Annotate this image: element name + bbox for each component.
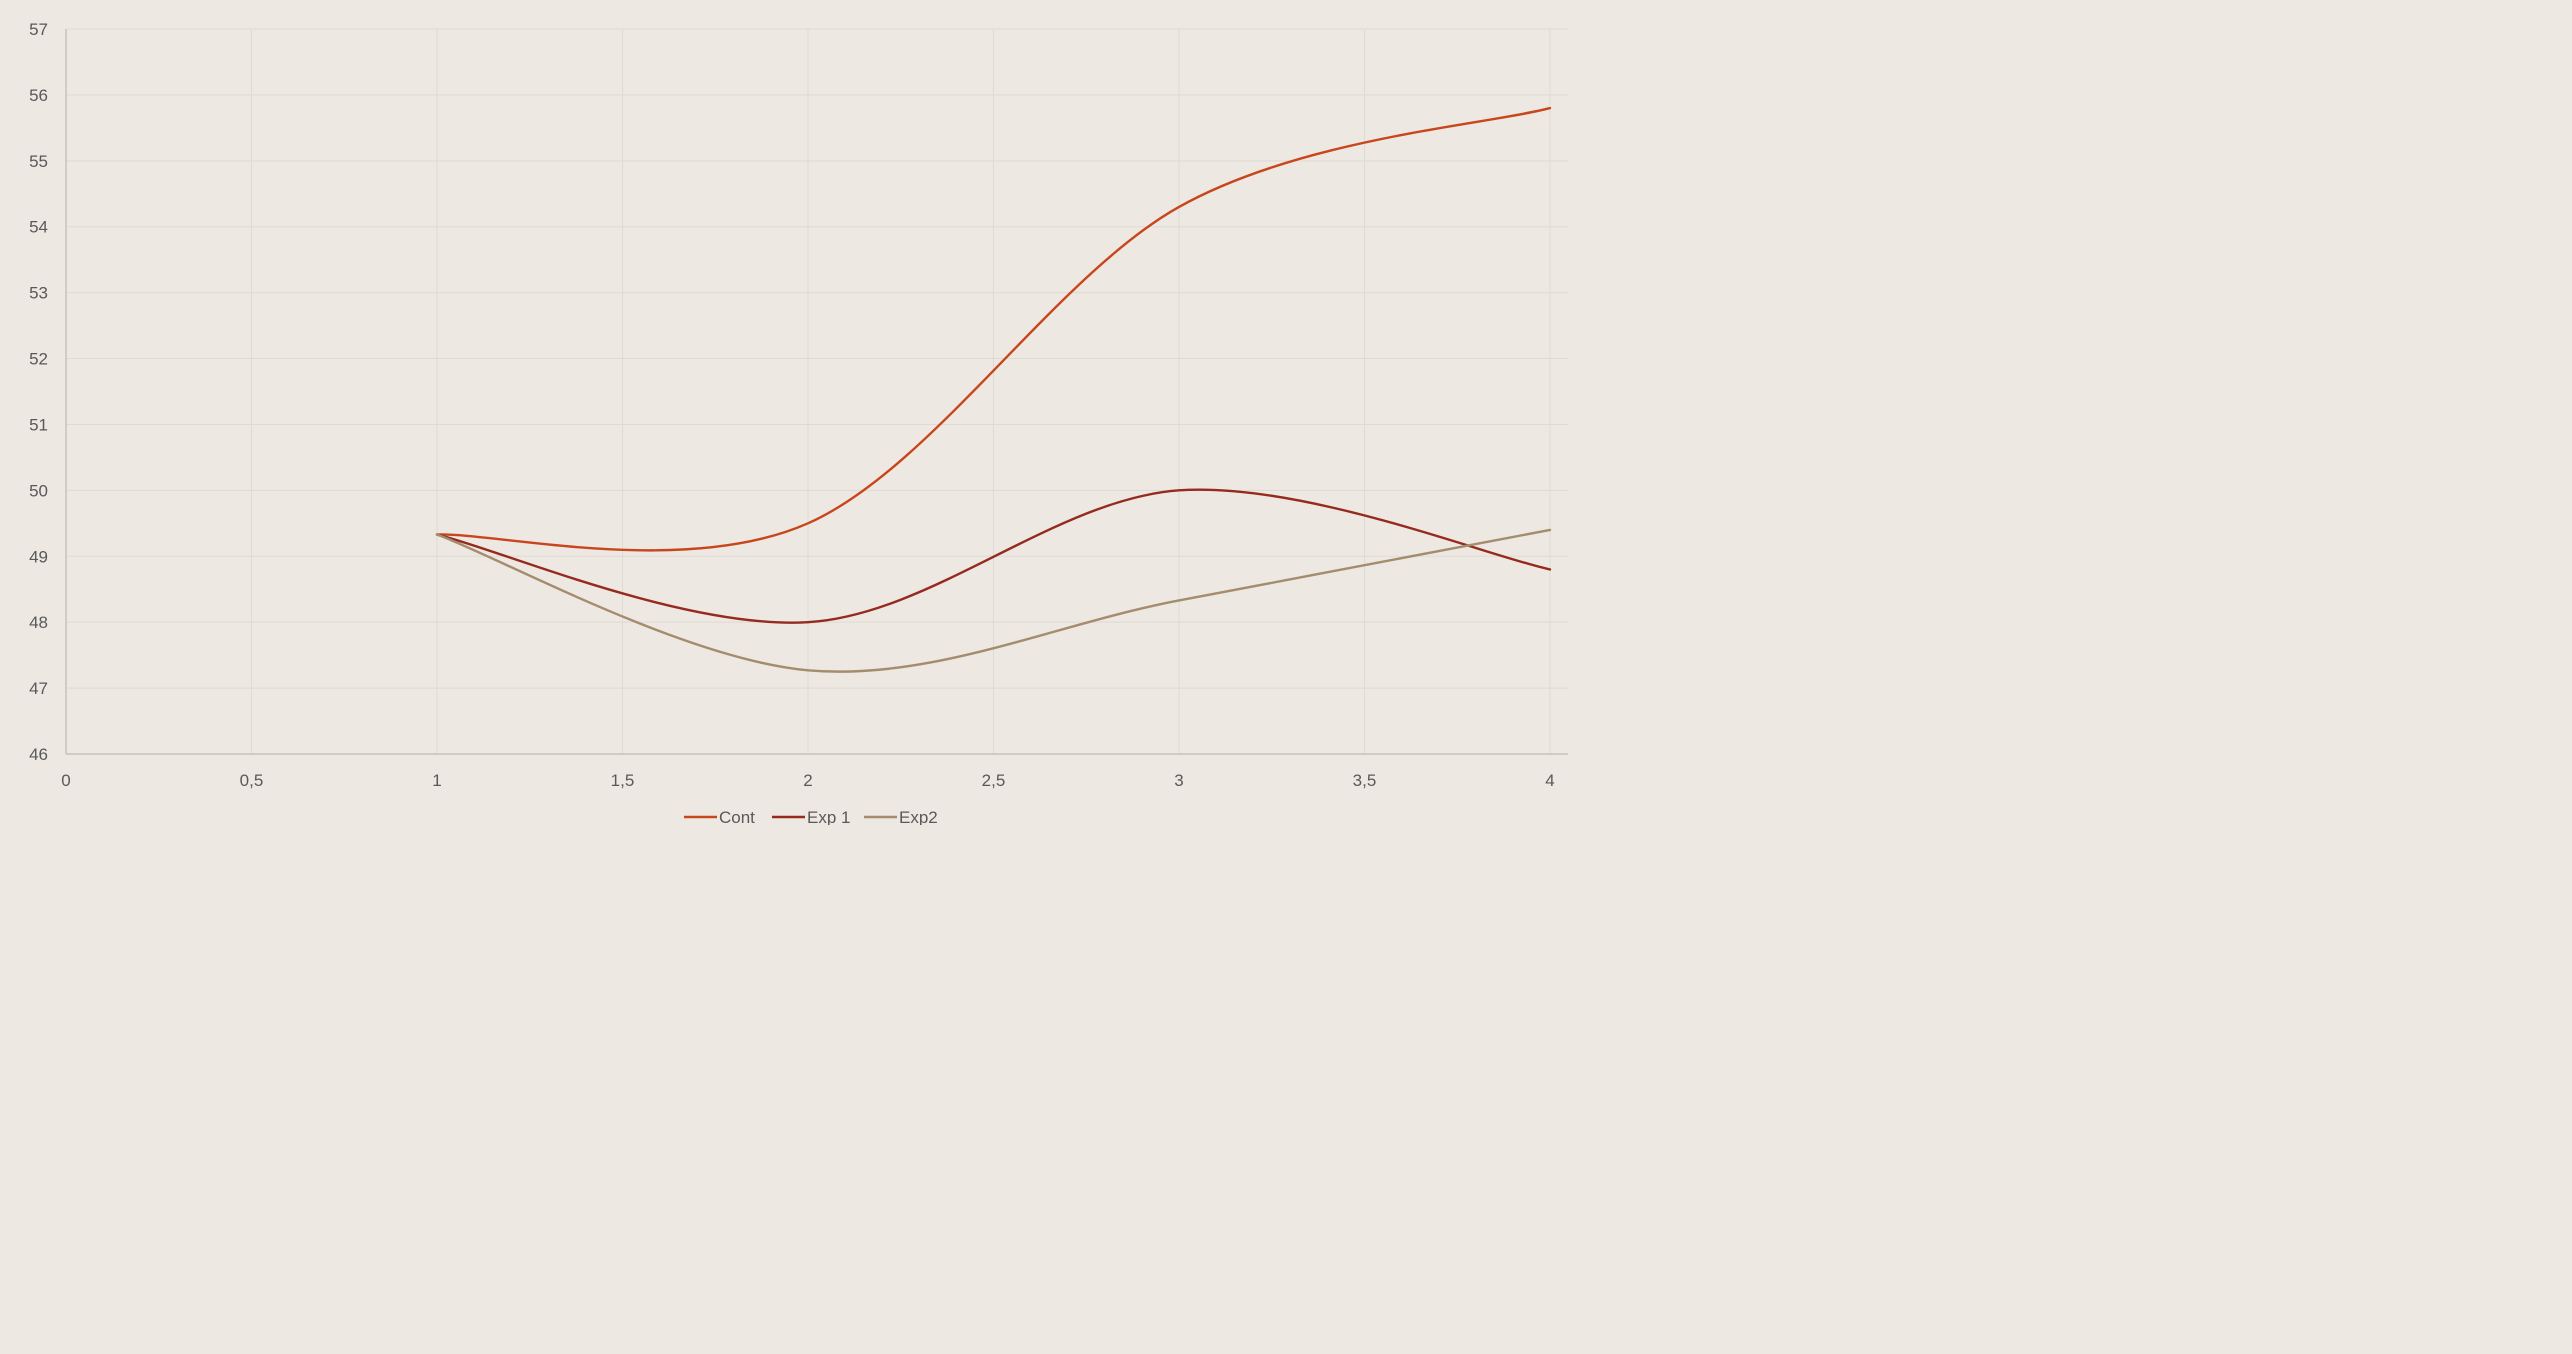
series-lines (435, 106, 1552, 673)
y-tick-label: 46 (29, 745, 48, 764)
y-tick-label: 57 (29, 20, 48, 39)
x-tick-label: 2 (803, 771, 812, 790)
line-chart: 46 47 48 49 50 51 52 53 54 55 56 57 0 0,5 1 1,5 2 2,5 3 3,5… (29, 20, 1747, 827)
legend-label-exp2: Exp2 (899, 808, 938, 825)
grid-layer (66, 28, 1736, 754)
x-tick-label: 3 (1174, 771, 1183, 790)
series-line-exp2 (435, 528, 1552, 673)
legend-label-exp-1: Exp 1 (807, 808, 850, 825)
x-tick-label: 3,5 (1353, 771, 1377, 790)
y-tick-label: 55 (29, 152, 48, 171)
x-tick-label: 0 (61, 771, 70, 790)
x-tick-label: 0,5 (240, 771, 264, 790)
legend-label-cont: Cont (719, 808, 755, 825)
x-tick-label: 1,5 (611, 771, 635, 790)
y-tick-label: 50 (29, 481, 48, 500)
y-tick-label: 47 (29, 679, 48, 698)
series-line-exp-1 (435, 488, 1552, 624)
y-tick-label: 53 (29, 284, 48, 303)
y-tick-label: 48 (29, 613, 48, 632)
x-tick-label: 1 (432, 771, 441, 790)
legend: Cont Exp 1 Exp2 (684, 808, 938, 827)
y-tick-label: 52 (29, 350, 48, 369)
y-tick-label: 54 (29, 218, 48, 237)
tick-labels: 46 47 48 49 50 51 52 53 54 55 56 57 0 0,5 1 1,5 2 2,5 3 3,5… (29, 20, 1747, 790)
series-line-cont (435, 106, 1552, 552)
y-tick-label: 49 (29, 547, 48, 566)
axes (65, 29, 1736, 755)
y-tick-label: 56 (29, 86, 48, 105)
chart-area: 46 47 48 49 50 51 52 53 54 55 56 57 0 0,5 1 1,5 2 2,5 3 3,5… (0, 0, 1747, 827)
x-tick-label: 2,5 (982, 771, 1006, 790)
x-tick-label: 4 (1545, 771, 1554, 790)
y-tick-label: 51 (29, 415, 48, 434)
